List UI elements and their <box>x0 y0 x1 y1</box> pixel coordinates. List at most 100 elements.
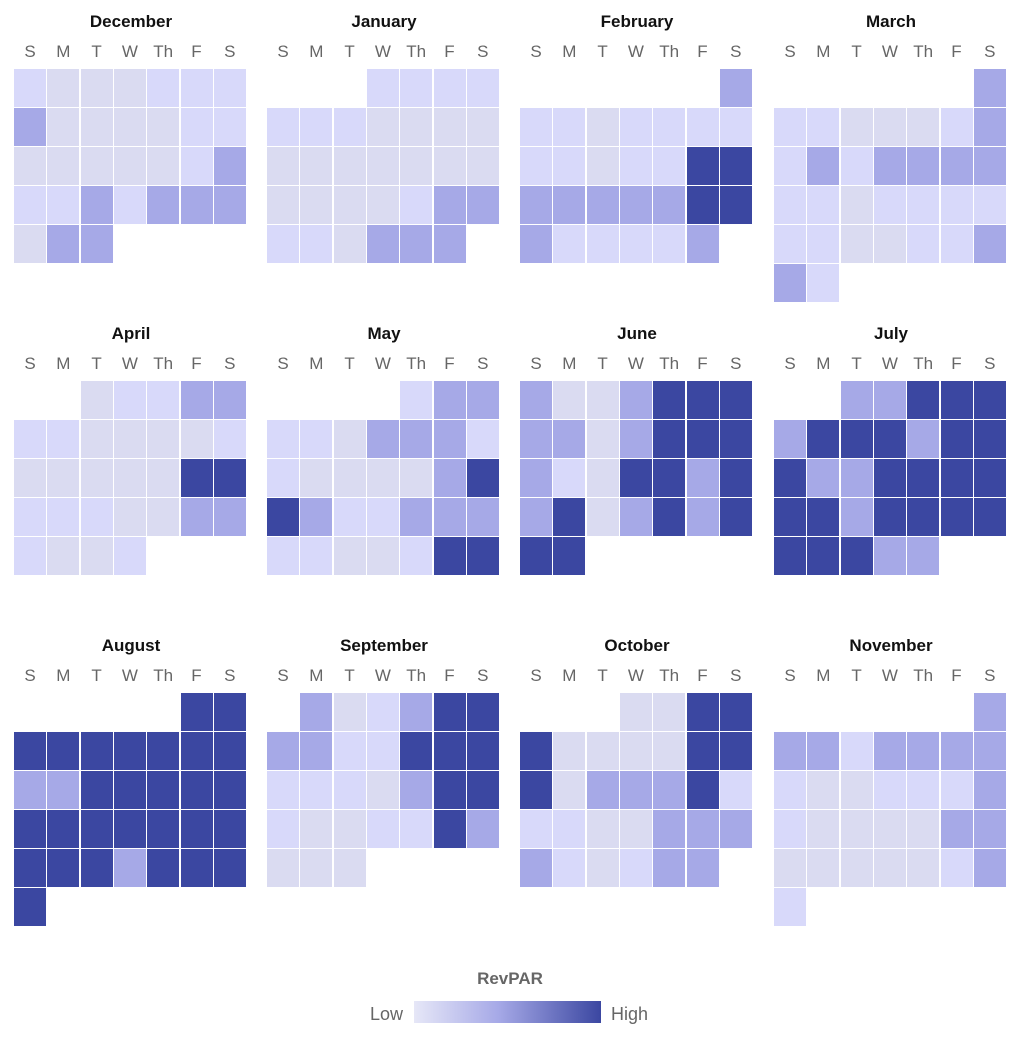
day-cell <box>114 420 146 458</box>
day-cell <box>907 420 939 458</box>
day-cell <box>467 810 499 848</box>
day-cell <box>774 537 806 575</box>
weekday-label: S <box>984 354 996 373</box>
month-title: June <box>617 324 657 343</box>
day-cell <box>553 810 585 848</box>
legend-high-label: High <box>611 1004 649 1024</box>
day-cell <box>181 771 213 809</box>
day-cell <box>553 732 585 770</box>
month-title: August <box>101 636 161 655</box>
day-cell <box>400 732 432 770</box>
day-cell <box>467 498 499 536</box>
day-cell <box>807 186 839 224</box>
day-cell <box>334 108 366 146</box>
weekday-label: F <box>697 42 708 61</box>
day-cell <box>400 108 432 146</box>
day-cell <box>81 225 113 263</box>
day-cell <box>81 732 113 770</box>
day-cell <box>81 849 113 887</box>
day-cell <box>267 186 299 224</box>
day-cell <box>941 810 973 848</box>
day-cell <box>974 459 1006 497</box>
day-cell <box>974 498 1006 536</box>
month-title: September <box>340 636 428 655</box>
day-cell <box>807 459 839 497</box>
day-cell <box>334 693 366 731</box>
day-cell <box>214 459 246 497</box>
day-cell <box>400 693 432 731</box>
day-cell <box>467 459 499 497</box>
day-cell <box>367 459 399 497</box>
day-cell <box>81 459 113 497</box>
day-cell <box>47 810 79 848</box>
day-cell <box>434 69 466 107</box>
weekday-label: S <box>24 666 36 685</box>
day-cell <box>300 147 332 185</box>
day-cell <box>367 108 399 146</box>
day-cell <box>974 849 1006 887</box>
day-cell <box>367 810 399 848</box>
day-cell <box>14 69 46 107</box>
day-cell <box>400 498 432 536</box>
day-cell <box>653 693 685 731</box>
day-cell <box>14 771 46 809</box>
day-cell <box>267 225 299 263</box>
day-cell <box>841 420 873 458</box>
day-cell <box>907 732 939 770</box>
day-cell <box>214 498 246 536</box>
day-cell <box>147 186 179 224</box>
weekday-label: S <box>530 354 542 373</box>
day-cell <box>687 225 719 263</box>
weekday-label: S <box>784 354 796 373</box>
day-cell <box>467 420 499 458</box>
day-cell <box>114 108 146 146</box>
day-cell <box>841 498 873 536</box>
day-cell <box>467 147 499 185</box>
day-cell <box>467 381 499 419</box>
weekday-label: W <box>627 666 644 685</box>
day-cell <box>841 147 873 185</box>
day-cell <box>81 771 113 809</box>
day-cell <box>974 108 1006 146</box>
day-cell <box>181 693 213 731</box>
day-cell <box>520 498 552 536</box>
day-cell <box>14 108 46 146</box>
day-cell <box>907 459 939 497</box>
legend-title: RevPAR <box>477 969 543 988</box>
weekday-label: W <box>121 354 138 373</box>
day-cell <box>841 849 873 887</box>
day-cell <box>400 771 432 809</box>
day-cell <box>47 225 79 263</box>
weekday-label: W <box>627 42 644 61</box>
day-cell <box>400 69 432 107</box>
day-cell <box>14 849 46 887</box>
day-cell <box>587 771 619 809</box>
day-cell <box>687 498 719 536</box>
weekday-label: S <box>984 42 996 61</box>
day-cell <box>620 459 652 497</box>
day-cell <box>520 849 552 887</box>
day-cell <box>774 888 806 926</box>
day-cell <box>367 732 399 770</box>
day-cell <box>81 420 113 458</box>
day-cell <box>520 186 552 224</box>
day-cell <box>147 849 179 887</box>
weekday-label: T <box>344 42 355 61</box>
day-cell <box>334 810 366 848</box>
day-cell <box>367 771 399 809</box>
day-cell <box>434 459 466 497</box>
day-cell <box>47 69 79 107</box>
day-cell <box>214 810 246 848</box>
weekday-label: Th <box>406 666 427 685</box>
weekday-label: F <box>697 666 708 685</box>
day-cell <box>467 693 499 731</box>
weekday-label: M <box>562 354 577 373</box>
day-cell <box>267 732 299 770</box>
day-cell <box>587 108 619 146</box>
weekday-label: Th <box>659 42 680 61</box>
month-title: May <box>367 324 401 343</box>
weekday-label: F <box>951 354 962 373</box>
day-cell <box>620 693 652 731</box>
day-cell <box>774 420 806 458</box>
month-title: April <box>111 324 151 343</box>
